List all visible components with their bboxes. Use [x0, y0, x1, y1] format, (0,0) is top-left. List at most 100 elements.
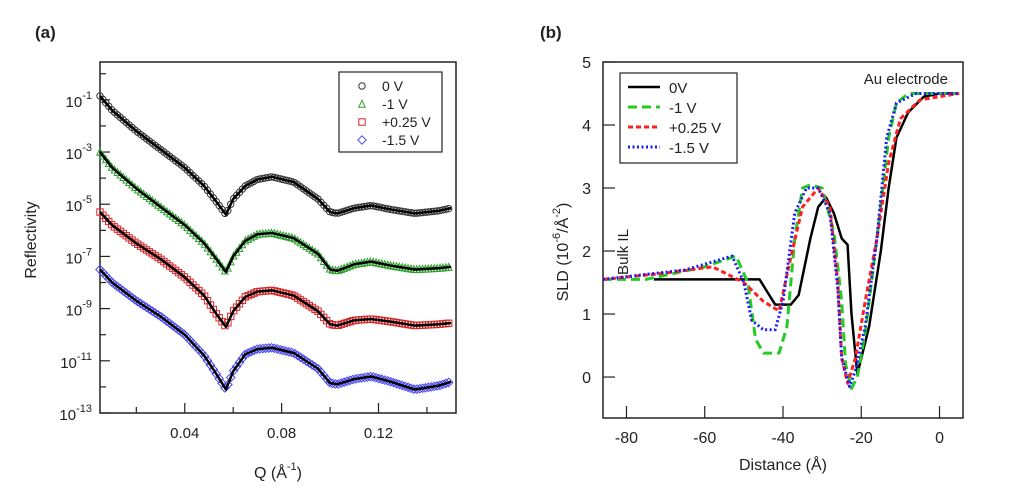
- y-tick-label-a: 10-1: [66, 90, 92, 111]
- ylabel-sup: -2: [551, 208, 563, 218]
- tick-base: 10: [66, 94, 83, 111]
- panel-b: (b) 0 1 2 3 4 5 -80 -60 -40 -20 0 Distance (Å) SLD (1…: [540, 23, 964, 474]
- legend-frame-a: [338, 71, 443, 153]
- y-tick-label-a: 10-5: [66, 194, 92, 215]
- ylabel-end: ): [555, 203, 572, 208]
- x-tick-label-b: -20: [850, 430, 873, 447]
- legend-a: 0 V -1 V +0.25 V -1.5 V: [338, 71, 443, 153]
- y-tick-label-a: 10-11: [60, 351, 92, 372]
- legend-label: -1.5 V: [382, 132, 420, 148]
- panel-label-b: (b): [540, 23, 562, 42]
- data-marker: [365, 371, 376, 382]
- legend-label: +0.25 V: [382, 114, 431, 130]
- tick-base: 10: [66, 198, 83, 215]
- x-tick-label-a: 0.04: [170, 425, 199, 442]
- y-tick-label-a: 10-13: [59, 403, 92, 424]
- y-tick-label-b: 1: [582, 307, 591, 324]
- data-marker: [228, 365, 239, 376]
- annotation-bulk-il: Bulk IL: [615, 229, 632, 275]
- y-tick-label-a: 10-7: [66, 246, 92, 267]
- tick-base: 10: [66, 146, 83, 163]
- xlabel-sup: -1: [287, 461, 297, 473]
- series-2-a: [96, 208, 453, 330]
- fit-line: [99, 151, 452, 274]
- y-tick-label-b: 0: [582, 370, 591, 387]
- legend-label: 0 V: [382, 78, 404, 94]
- data-marker: [223, 263, 232, 272]
- data-marker: [205, 360, 216, 370]
- ylabel-sup: -6: [551, 233, 563, 243]
- ylabel-mid: /Å: [553, 217, 572, 232]
- y-tick-label-b: 2: [582, 244, 591, 261]
- legend-label: +0.25 V: [669, 120, 721, 137]
- panel-label-a: (a): [35, 23, 56, 42]
- tick-exp: -1: [82, 90, 92, 102]
- y-axis-label-b: SLD (10-6/Å-2): [551, 203, 572, 302]
- fit-line: [99, 211, 452, 329]
- data-marker: [211, 368, 222, 379]
- series-line-3-b: [602, 92, 960, 388]
- tick-base: 10: [66, 303, 83, 320]
- data-marker: [225, 372, 236, 383]
- tick-exp: -13: [76, 403, 92, 415]
- series-3-a: [95, 264, 454, 395]
- annotation-au-electrode: Au electrode: [864, 71, 948, 88]
- x-tick-label-a: 0.08: [267, 425, 296, 442]
- y-tick-label-a: 10-9: [66, 299, 92, 320]
- tick-exp: -7: [82, 246, 92, 258]
- fit-line: [99, 268, 452, 391]
- x-tick-label-a: 0.12: [364, 425, 393, 442]
- data-marker: [214, 373, 225, 384]
- data-marker: [234, 357, 245, 368]
- y-axis-label-a: Reflectivity: [23, 201, 40, 278]
- plot-frame-a: [99, 61, 457, 414]
- x-tick-label-b: -60: [693, 430, 716, 447]
- y-tick-label-b: 4: [582, 118, 591, 135]
- tick-base: 10: [66, 250, 83, 267]
- data-marker: [231, 361, 242, 372]
- data-marker: [266, 342, 277, 353]
- data-marker: [217, 378, 227, 389]
- x-tick-label-b: -40: [771, 430, 794, 447]
- data-marker: [443, 377, 454, 388]
- data-marker: [208, 364, 219, 375]
- data-marker: [202, 355, 213, 366]
- legend-label: -1 V: [669, 100, 697, 117]
- tick-exp: -11: [77, 351, 92, 363]
- fit-line: [99, 95, 452, 216]
- tick-exp: -5: [82, 194, 92, 206]
- legend-marker: [358, 99, 366, 108]
- data-marker: [224, 206, 232, 215]
- xlabel-end: ): [297, 465, 302, 482]
- legend-label: -1 V: [382, 96, 408, 112]
- legend-marker: [358, 118, 366, 126]
- series-0-a: [96, 92, 453, 218]
- x-axis-label-a: Q (Å-1): [254, 461, 302, 482]
- y-tick-label-b: 3: [582, 181, 591, 198]
- data-marker: [226, 256, 235, 266]
- y-tick-label-a: 10-3: [66, 142, 92, 163]
- x-tick-label-b: 0: [935, 430, 944, 447]
- legend-marker: [358, 82, 366, 90]
- tick-base: 10: [59, 407, 76, 424]
- legend-label: 0V: [669, 80, 687, 97]
- tick-exp: -3: [82, 142, 92, 154]
- tick-base: 10: [60, 355, 77, 372]
- legend-label: -1.5 V: [669, 140, 709, 157]
- ylabel-text: SLD (10: [555, 243, 572, 302]
- x-tick-label-b: -80: [615, 430, 638, 447]
- data-marker: [96, 147, 104, 156]
- data-marker: [227, 200, 235, 208]
- xlabel-text: Q (Å: [254, 463, 287, 482]
- series-1-a: [96, 147, 453, 275]
- data-marker: [237, 353, 248, 364]
- legend-marker: [357, 135, 367, 145]
- data-marker: [222, 379, 233, 390]
- legend-b: 0V -1 V +0.25 V -1.5 V: [619, 72, 738, 164]
- tick-exp: -9: [82, 299, 92, 311]
- y-tick-label-b: 5: [582, 55, 591, 72]
- series-line-1-b: [603, 92, 960, 390]
